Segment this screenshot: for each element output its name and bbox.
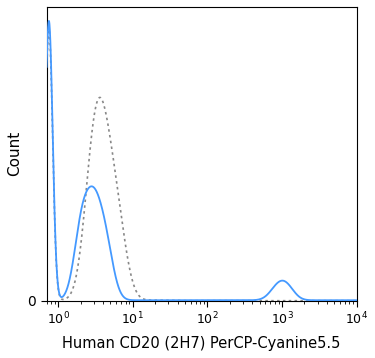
- Y-axis label: Count: Count: [7, 131, 22, 176]
- X-axis label: Human CD20 (2H7) PerCP-Cyanine5.5: Human CD20 (2H7) PerCP-Cyanine5.5: [62, 336, 341, 351]
